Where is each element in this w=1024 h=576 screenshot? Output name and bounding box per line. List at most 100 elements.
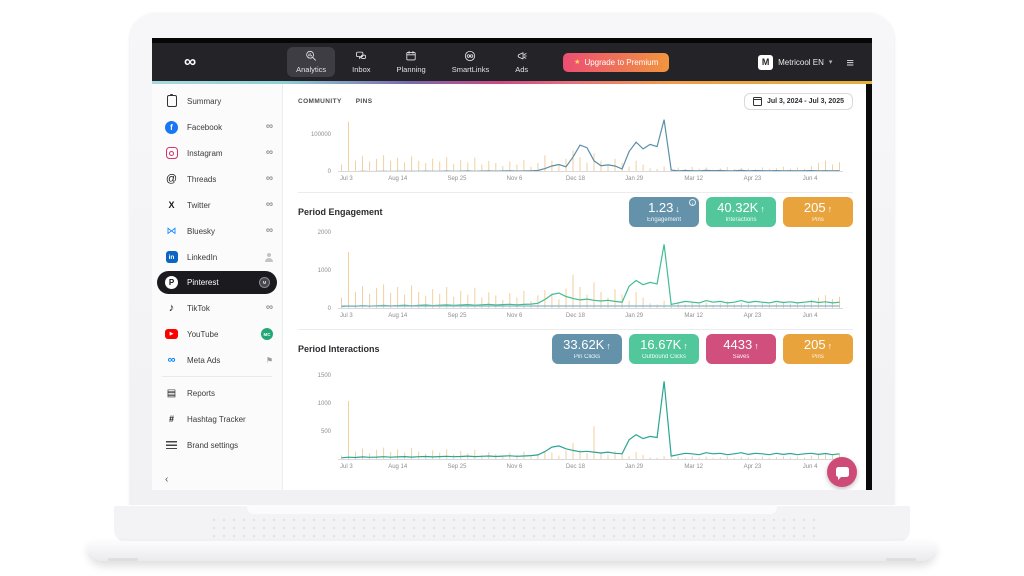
- nav-tab-ads[interactable]: Ads: [506, 47, 537, 77]
- x-axis-label: Jul 3: [340, 464, 353, 470]
- nav-tab-smartlinks[interactable]: SmartLinks: [443, 47, 499, 77]
- sidebar-item-label: Summary: [187, 96, 222, 106]
- sidebar-item-bluesky[interactable]: ⋈ Bluesky ∞: [152, 218, 282, 244]
- infinity-icon: ∞: [265, 147, 273, 158]
- sidebar-item-summary[interactable]: Summary: [152, 88, 282, 114]
- bluesky-icon: ⋈: [166, 225, 177, 237]
- linkedin-icon: in: [165, 251, 178, 263]
- date-range-picker[interactable]: Jul 3, 2024 - Jul 3, 2025: [743, 92, 853, 110]
- account-switcher[interactable]: M Metricool EN ▾: [758, 54, 832, 70]
- metric-label: Engagement: [646, 217, 682, 223]
- sidebar-item-linkedin[interactable]: in LinkedIn: [152, 244, 282, 270]
- metric-card-interactions: 40.32K ↑ Interactions: [706, 197, 776, 227]
- metric-label: Pins: [812, 217, 824, 223]
- tab-community[interactable]: COMMUNITY: [298, 97, 342, 105]
- metric-value: 4433 ↑: [723, 337, 759, 352]
- reports-icon: ▤: [166, 387, 177, 399]
- metric-card-saves: 4433 ↑ Saves: [706, 334, 776, 364]
- arrow-up-icon: ↑: [827, 204, 833, 214]
- hamburger-menu-icon[interactable]: ≡: [846, 54, 854, 70]
- x-axis-label: Aug 14: [388, 313, 408, 319]
- x-axis-label: Apr 23: [743, 176, 762, 182]
- metric-value: 205 ↑: [803, 200, 833, 215]
- sidebar-item-youtube[interactable]: ▶ YouTube MC: [152, 321, 282, 347]
- x-axis-labels: Jul 3 Aug 14 Sep 25 Nov 6 Dec 18 Jan 29 Mar 12…: [338, 460, 853, 473]
- y-axis-label: 1500: [317, 372, 331, 379]
- sidebar-item-label: Bluesky: [187, 226, 216, 236]
- app-body: Summary f Facebook ∞ Instagram ∞ @ Threads ∞ X Twi…: [152, 84, 872, 490]
- sidebar-item-instagram[interactable]: Instagram ∞: [152, 140, 282, 166]
- nav-tab-analytics[interactable]: Analytics: [287, 47, 336, 77]
- section-title: Period Interactions: [298, 344, 380, 354]
- laptop-keyboard-deck: [114, 505, 910, 542]
- sidebar-item-threads[interactable]: @ Threads ∞: [152, 166, 282, 192]
- metricool-app: ∞ Analytics Inbox Planning SmartLinks Ads ★ …: [152, 43, 872, 490]
- nav-tab-label: Analytics: [296, 65, 327, 74]
- account-name: Metricool EN: [778, 57, 824, 67]
- x-axis-label: Mar 12: [684, 313, 704, 319]
- sidebar-item-label: TikTok: [187, 303, 210, 313]
- metric-card-outbound-clicks: 16.67K ↑ Outbound Clicks: [629, 334, 699, 364]
- metric-label: Interactions: [725, 217, 757, 223]
- nav-tab-label: Inbox: [352, 65, 371, 74]
- sidebar-collapse-chevron-icon[interactable]: ‹: [165, 474, 169, 485]
- sidebar-item-brand-settings[interactable]: Brand settings: [152, 432, 282, 458]
- tiktok-icon: ♪: [168, 302, 175, 314]
- laptop-base: [88, 541, 936, 561]
- date-range-label: Jul 3, 2024 - Jul 3, 2025: [766, 97, 844, 105]
- info-icon[interactable]: i: [689, 199, 696, 206]
- main-nav-tabs: Analytics Inbox Planning SmartLinks Ads: [287, 47, 537, 77]
- ads-megaphone-icon: [516, 50, 528, 64]
- x-axis-label: Mar 12: [684, 176, 704, 182]
- arrow-up-icon: ↑: [683, 341, 688, 351]
- sidebar-item-label: Instagram: [187, 148, 223, 158]
- sidebar-item-facebook[interactable]: f Facebook ∞: [152, 114, 282, 140]
- sidebar-item-meta-ads[interactable]: ∞ Meta Ads ⚑: [152, 347, 282, 373]
- badge-icon: M: [259, 277, 270, 288]
- y-axis-label: 100000: [310, 131, 331, 138]
- nav-tab-planning[interactable]: Planning: [388, 47, 435, 77]
- metric-value: 40.32K ↑: [717, 200, 765, 215]
- infinity-icon: ∞: [265, 199, 273, 210]
- x-axis-label: Sep 25: [447, 313, 467, 319]
- x-axis-label: Jan 29: [625, 176, 644, 182]
- screen-bezel-strip: [866, 84, 872, 490]
- arrow-up-icon: ↑: [760, 204, 765, 214]
- analytics-tabs: COMMUNITY PINS: [298, 98, 372, 105]
- sidebar-item-label: Pinterest: [187, 278, 219, 287]
- sidebar-item-reports[interactable]: ▤ Reports: [152, 380, 282, 406]
- top-navbar: ∞ Analytics Inbox Planning SmartLinks Ads ★ …: [152, 43, 872, 81]
- calendar-icon: [752, 96, 762, 106]
- x-axis-label: Jan 29: [625, 313, 644, 319]
- tab-pins[interactable]: PINS: [355, 97, 373, 105]
- metricool-logo-icon: ∞: [184, 52, 196, 71]
- sidebar-item-twitter[interactable]: X Twitter ∞: [152, 192, 282, 218]
- brand-gradient-strip: [152, 81, 872, 84]
- chat-support-button[interactable]: [827, 457, 857, 487]
- x-axis-label: Apr 23: [743, 464, 762, 470]
- y-axis-label: 1000: [317, 400, 331, 407]
- x-axis-label: Aug 14: [388, 176, 408, 182]
- x-axis-labels: Jul 3 Aug 14 Sep 25 Nov 6 Dec 18 Jan 29 Mar 12…: [338, 172, 853, 185]
- x-axis-label: Apr 23: [743, 313, 762, 319]
- sidebar-item-tiktok[interactable]: ♪ TikTok ∞: [152, 295, 282, 321]
- twitter-icon: X: [168, 200, 175, 210]
- metric-card-pins: 205 ↑ Pins: [783, 334, 853, 364]
- sidebar-item-pinterest[interactable]: P Pinterest M: [157, 271, 277, 294]
- x-axis-label: Mar 12: [684, 464, 704, 470]
- x-axis-label: Dec 18: [565, 176, 585, 182]
- nav-tab-inbox[interactable]: Inbox: [343, 47, 379, 77]
- sidebar-divider: [162, 376, 272, 377]
- infinity-icon: ∞: [265, 121, 273, 132]
- x-axis-label: Jul 3: [340, 176, 353, 182]
- x-axis-label: Jun 4: [802, 176, 818, 182]
- upgrade-premium-button[interactable]: ★ Upgrade to Premium: [563, 52, 670, 72]
- section-title: Period Engagement: [298, 207, 383, 217]
- pinterest-icon: P: [165, 276, 178, 289]
- sidebar: Summary f Facebook ∞ Instagram ∞ @ Threads ∞ X Twi…: [152, 84, 283, 490]
- sidebar-item-hashtag-tracker[interactable]: # Hashtag Tracker: [152, 406, 282, 432]
- nav-tab-label: Planning: [396, 65, 426, 74]
- x-axis-label: Nov 6: [506, 464, 523, 470]
- community-overview-chart: Jul 3 Aug 14 Sep 25 Nov 6 Dec 18 Jan 29 Mar 12…: [311, 116, 853, 185]
- y-axis-label: 0: [327, 306, 331, 312]
